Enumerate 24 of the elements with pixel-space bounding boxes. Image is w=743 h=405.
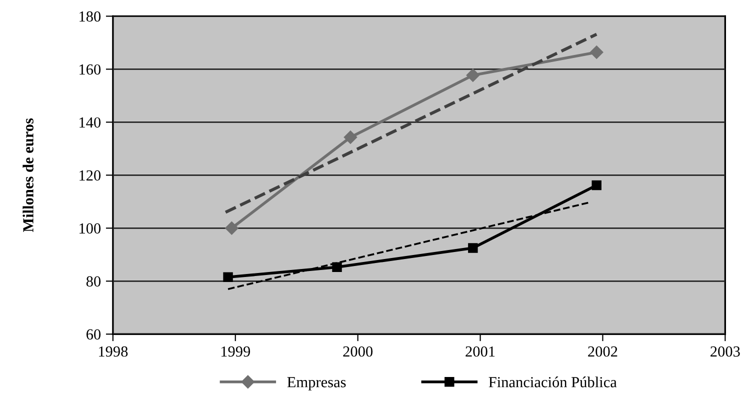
y-tick-label: 60 bbox=[86, 329, 101, 340]
point bbox=[466, 68, 480, 82]
y-tick-label: 120 bbox=[80, 170, 101, 181]
x-tick-label: 2000 bbox=[343, 346, 373, 357]
y-tick-label: 100 bbox=[80, 223, 101, 234]
y-tick-label: 140 bbox=[80, 117, 101, 128]
point bbox=[592, 180, 602, 190]
point bbox=[332, 262, 342, 272]
legend-label: Empresas bbox=[287, 377, 346, 390]
x-tick-label: 1998 bbox=[99, 346, 128, 357]
y-tick-label: 160 bbox=[80, 64, 101, 75]
y-tick-label: 180 bbox=[80, 11, 101, 22]
x-tick-label: 2001 bbox=[466, 346, 495, 357]
legend-label: Financiación Pública bbox=[488, 376, 617, 388]
y-axis-title: Millones de euros bbox=[22, 118, 34, 232]
point bbox=[344, 130, 358, 144]
y-tick-label: 80 bbox=[86, 276, 101, 287]
point bbox=[223, 272, 233, 282]
x-tick-label: 2003 bbox=[710, 346, 740, 357]
x-tick-label: 1999 bbox=[221, 346, 250, 357]
point bbox=[590, 46, 604, 59]
x-tick-label: 2002 bbox=[588, 346, 618, 357]
point bbox=[225, 222, 238, 235]
point bbox=[468, 243, 478, 253]
